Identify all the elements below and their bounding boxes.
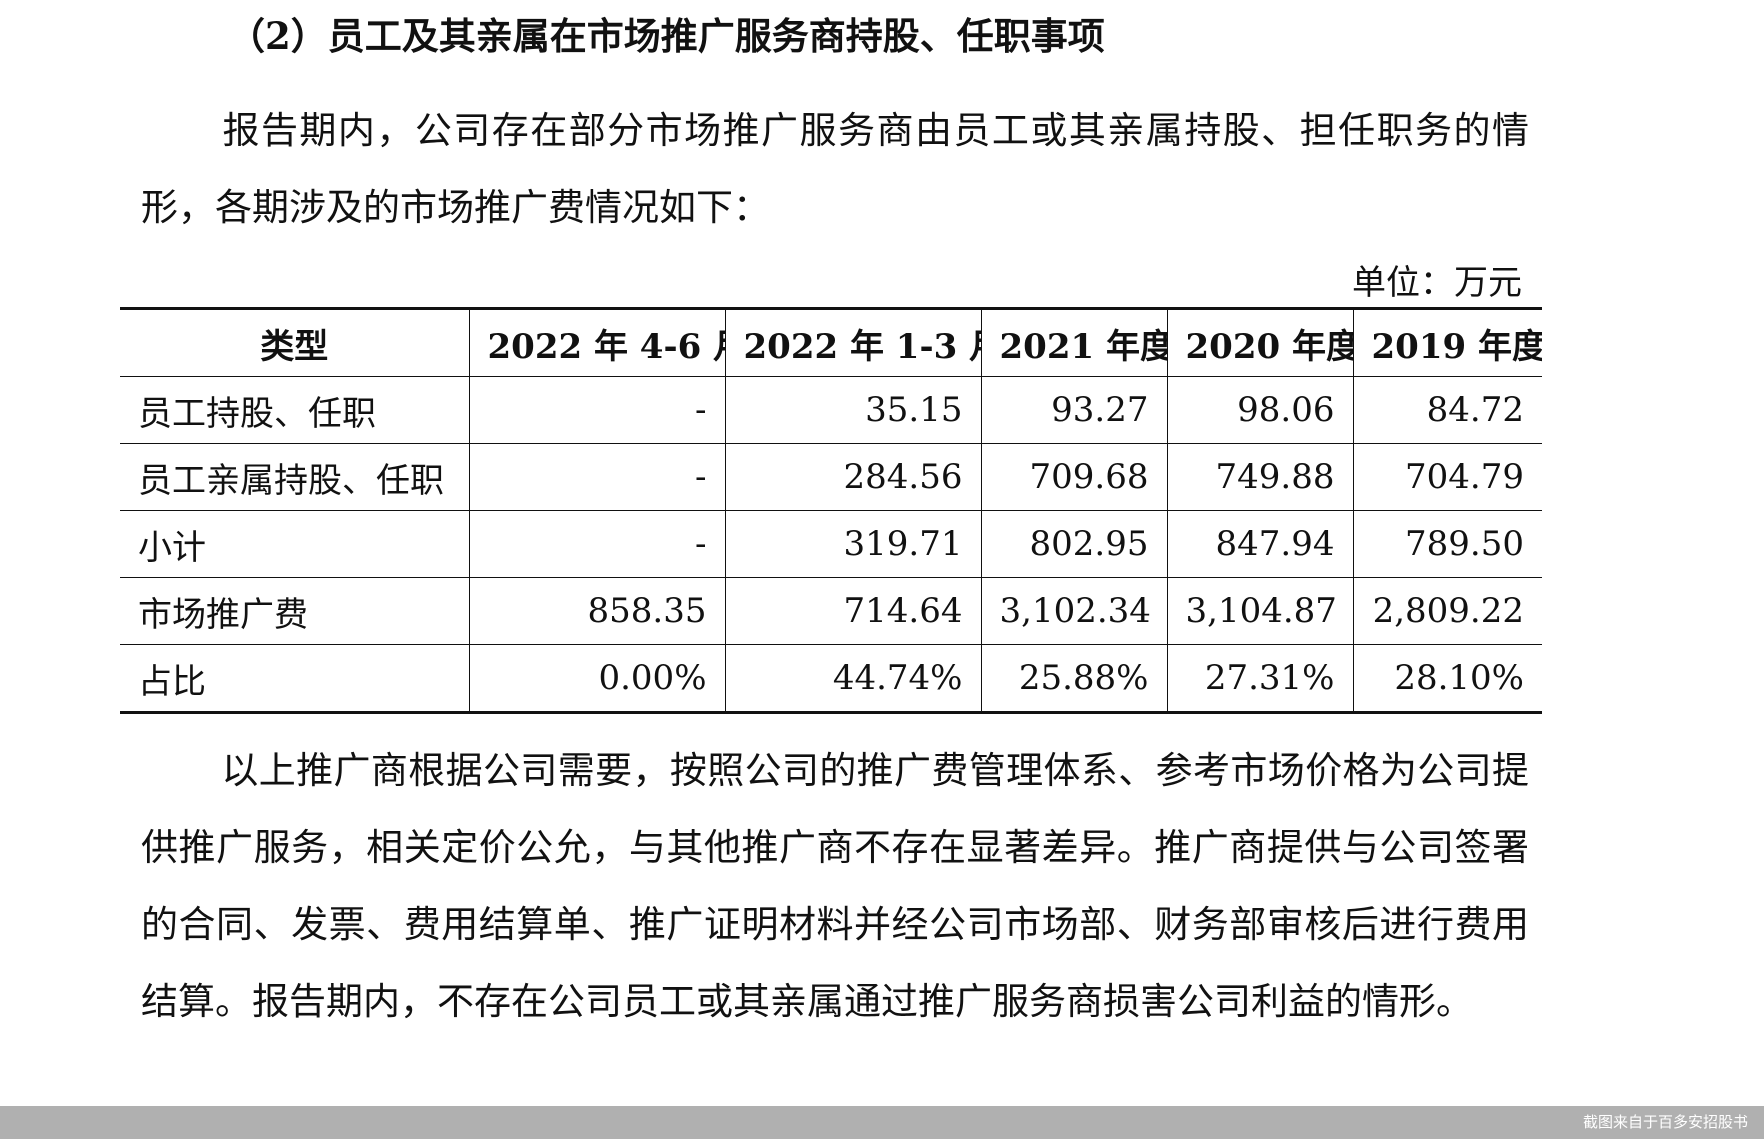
table-cell: 44.74% [724,644,982,714]
header-type: 类型 [120,307,470,377]
table-cell: 84.72 [1352,376,1542,444]
table-cell: 28.10% [1352,644,1542,714]
table-cell: 709.68 [980,443,1168,511]
table-cell: 93.27 [980,376,1168,444]
table-cell: 98.06 [1166,376,1354,444]
row-label: 员工亲属持股、任职 [120,443,470,511]
table-header-row: 类型 2022 年 4-6 月 2022 年 1-3 月 2021 年度 202… [120,307,1542,377]
explanation-paragraph: 以上推广商根据公司需要，按照公司的推广费管理体系、参考市场价格为公司提供推广服务… [141,732,1529,1040]
table-row: 占比 0.00% 44.74% 25.88% 27.31% 28.10% [120,644,1542,714]
header-2022-jan-mar: 2022 年 1-3 月 [724,307,982,377]
header-2019: 2019 年度 [1352,307,1542,377]
intro-paragraph: 报告期内，公司存在部分市场推广服务商由员工或其亲属持股、担任职务的情形，各期涉及… [141,92,1529,246]
table-row: 小计 - 319.71 802.95 847.94 789.50 [120,510,1542,578]
row-label: 市场推广费 [120,577,470,645]
section-heading: （2）员工及其亲属在市场推广服务商持股、任职事项 [228,14,1105,58]
row-label: 员工持股、任职 [120,376,470,444]
table-cell: 847.94 [1166,510,1354,578]
table-cell: 714.64 [724,577,982,645]
row-label: 占比 [120,644,470,714]
table-row: 员工亲属持股、任职 - 284.56 709.68 749.88 704.79 [120,443,1542,511]
table-cell: - [468,376,726,444]
table-cell: 319.71 [724,510,982,578]
table-cell: 2,809.22 [1352,577,1542,645]
header-2022-apr-jun: 2022 年 4-6 月 [468,307,726,377]
table-cell: 35.15 [724,376,982,444]
table-cell: - [468,443,726,511]
table-cell: 27.31% [1166,644,1354,714]
table-cell: 858.35 [468,577,726,645]
table-cell: 704.79 [1352,443,1542,511]
table-cell: - [468,510,726,578]
table-cell: 802.95 [980,510,1168,578]
table-cell: 0.00% [468,644,726,714]
table-cell: 3,104.87 [1166,577,1354,645]
header-2021: 2021 年度 [980,307,1168,377]
table-cell: 284.56 [724,443,982,511]
table-cell: 789.50 [1352,510,1542,578]
table-cell: 3,102.34 [980,577,1168,645]
source-watermark: 截图来自于百多安招股书 [1582,1113,1748,1131]
table-cell: 749.88 [1166,443,1354,511]
table-row: 市场推广费 858.35 714.64 3,102.34 3,104.87 2,… [120,577,1542,645]
footer-bar: 截图来自于百多安招股书 [0,1106,1764,1139]
unit-label: 单位：万元 [1352,263,1522,303]
row-label: 小计 [120,510,470,578]
explanation-paragraph-text: 以上推广商根据公司需要，按照公司的推广费管理体系、参考市场价格为公司提供推广服务… [141,749,1529,1023]
table-row: 员工持股、任职 - 35.15 93.27 98.06 84.72 [120,376,1542,444]
header-2020: 2020 年度 [1166,307,1354,377]
table-cell: 25.88% [980,644,1168,714]
intro-paragraph-text: 报告期内，公司存在部分市场推广服务商由员工或其亲属持股、担任职务的情形，各期涉及… [141,109,1529,229]
promotion-fee-table: 类型 2022 年 4-6 月 2022 年 1-3 月 2021 年度 202… [120,307,1542,714]
